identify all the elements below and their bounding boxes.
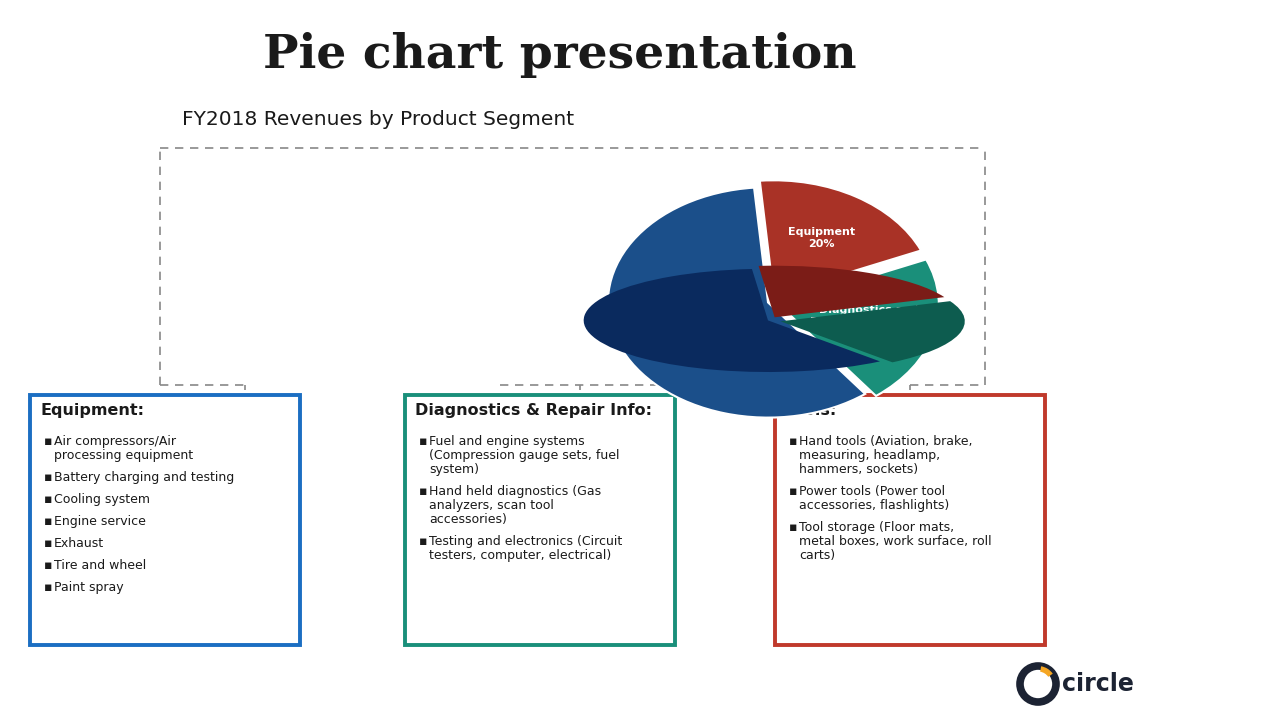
Text: ▪: ▪ — [44, 435, 52, 448]
Text: testers, computer, electrical): testers, computer, electrical) — [429, 549, 612, 562]
Text: Tire and wheel: Tire and wheel — [54, 559, 146, 572]
Wedge shape — [608, 188, 865, 418]
Text: Air compressors/Air: Air compressors/Air — [54, 435, 177, 448]
Text: ▪: ▪ — [44, 537, 52, 550]
Text: system): system) — [429, 463, 479, 476]
Text: Fuel and engine systems: Fuel and engine systems — [429, 435, 585, 448]
Text: Diagnostics & Repair Info:: Diagnostics & Repair Info: — [415, 403, 652, 418]
Text: Pie chart presentation: Pie chart presentation — [264, 32, 856, 78]
Wedge shape — [778, 259, 938, 396]
Wedge shape — [1041, 666, 1052, 677]
Text: Diagnostics and
Repair Information
21%: Diagnostics and Repair Information 21% — [809, 305, 928, 338]
Text: Tools:: Tools: — [785, 403, 837, 418]
Text: Tools
59%: Tools 59% — [666, 316, 698, 338]
Text: ▪: ▪ — [44, 515, 52, 528]
Text: measuring, headlamp,: measuring, headlamp, — [799, 449, 940, 462]
Text: Equipment:: Equipment: — [40, 403, 143, 418]
Text: ▪: ▪ — [419, 485, 428, 498]
Wedge shape — [584, 269, 879, 372]
Text: ▪: ▪ — [44, 493, 52, 506]
Wedge shape — [760, 180, 922, 295]
Text: ▪: ▪ — [419, 535, 428, 548]
FancyBboxPatch shape — [774, 395, 1044, 645]
Text: carts): carts) — [799, 549, 835, 562]
Text: accessories): accessories) — [429, 513, 507, 526]
Text: circle: circle — [1062, 672, 1134, 696]
Text: processing equipment: processing equipment — [54, 449, 193, 462]
Text: ▪: ▪ — [44, 559, 52, 572]
Text: ▪: ▪ — [788, 485, 797, 498]
FancyBboxPatch shape — [29, 395, 300, 645]
Text: Paint spray: Paint spray — [54, 581, 124, 594]
Wedge shape — [781, 301, 965, 362]
Text: Testing and electronics (Circuit: Testing and electronics (Circuit — [429, 535, 622, 548]
FancyBboxPatch shape — [404, 395, 675, 645]
Text: ▪: ▪ — [788, 435, 797, 448]
Text: Power tools (Power tool: Power tools (Power tool — [799, 485, 945, 498]
Text: Hand held diagnostics (Gas: Hand held diagnostics (Gas — [429, 485, 602, 498]
Text: Exhaust: Exhaust — [54, 537, 104, 550]
Text: Hand tools (Aviation, brake,: Hand tools (Aviation, brake, — [799, 435, 973, 448]
Text: metal boxes, work surface, roll: metal boxes, work surface, roll — [799, 535, 992, 548]
Text: Engine service: Engine service — [54, 515, 146, 528]
Text: ▪: ▪ — [419, 435, 428, 448]
Text: accessories, flashlights): accessories, flashlights) — [799, 499, 950, 512]
Text: Battery charging and testing: Battery charging and testing — [54, 471, 234, 484]
Text: hammers, sockets): hammers, sockets) — [799, 463, 918, 476]
Text: ▪: ▪ — [788, 521, 797, 534]
Text: FY2018 Revenues by Product Segment: FY2018 Revenues by Product Segment — [182, 110, 575, 129]
Text: ▪: ▪ — [44, 581, 52, 594]
Wedge shape — [759, 266, 945, 318]
Text: Tool storage (Floor mats,: Tool storage (Floor mats, — [799, 521, 954, 534]
Text: (Compression gauge sets, fuel: (Compression gauge sets, fuel — [429, 449, 620, 462]
Text: ▪: ▪ — [44, 471, 52, 484]
Text: analyzers, scan tool: analyzers, scan tool — [429, 499, 554, 512]
Text: Equipment
20%: Equipment 20% — [788, 228, 855, 249]
Text: Cooling system: Cooling system — [54, 493, 150, 506]
